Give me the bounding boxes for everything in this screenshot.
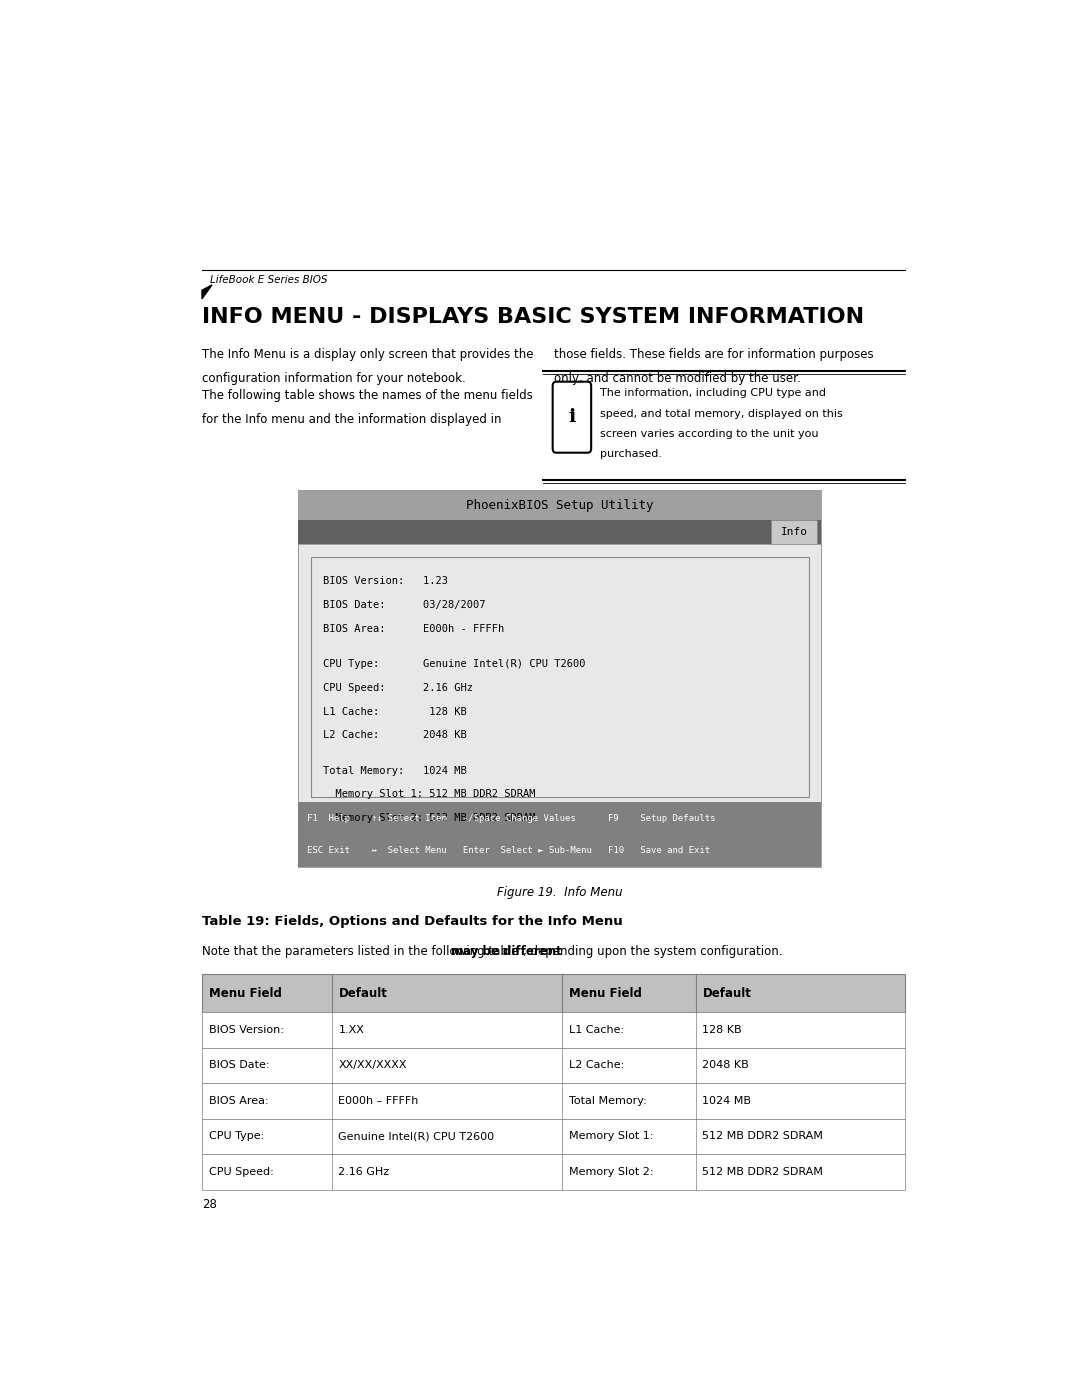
Text: The following table shows the names of the menu fields: The following table shows the names of t… xyxy=(202,390,532,402)
Text: CPU Type:       Genuine Intel(R) CPU T2600: CPU Type: Genuine Intel(R) CPU T2600 xyxy=(323,659,585,669)
Text: Total Memory:   1024 MB: Total Memory: 1024 MB xyxy=(323,766,467,775)
Text: E000h – FFFFh: E000h – FFFFh xyxy=(338,1095,419,1106)
Text: Menu Field: Menu Field xyxy=(568,986,642,1000)
Text: 512 MB DDR2 SDRAM: 512 MB DDR2 SDRAM xyxy=(702,1132,823,1141)
Bar xyxy=(298,490,822,521)
Text: BIOS Version:: BIOS Version: xyxy=(208,1025,284,1035)
Text: Genuine Intel(R) CPU T2600: Genuine Intel(R) CPU T2600 xyxy=(338,1132,495,1141)
Text: L2 Cache:: L2 Cache: xyxy=(568,1060,624,1070)
Bar xyxy=(202,1083,905,1119)
Bar xyxy=(202,1119,905,1154)
Text: Info: Info xyxy=(781,527,808,538)
Text: Memory Slot 2: 512 MB DDR2 SDRAM: Memory Slot 2: 512 MB DDR2 SDRAM xyxy=(323,813,536,823)
Text: may be different: may be different xyxy=(450,946,562,958)
Text: 28: 28 xyxy=(202,1199,217,1211)
Text: BIOS Area:      E000h - FFFFh: BIOS Area: E000h - FFFFh xyxy=(323,623,504,634)
Text: those fields. These fields are for information purposes: those fields. These fields are for infor… xyxy=(554,348,873,362)
Text: Memory Slot 2:: Memory Slot 2: xyxy=(568,1166,653,1176)
Text: The Info Menu is a display only screen that provides the: The Info Menu is a display only screen t… xyxy=(202,348,534,362)
Text: Memory Slot 1: 512 MB DDR2 SDRAM: Memory Slot 1: 512 MB DDR2 SDRAM xyxy=(323,789,536,799)
Text: 512 MB DDR2 SDRAM: 512 MB DDR2 SDRAM xyxy=(702,1166,823,1176)
Bar xyxy=(298,490,822,866)
Text: Default: Default xyxy=(338,986,388,1000)
Text: 2.16 GHz: 2.16 GHz xyxy=(338,1166,390,1176)
Bar xyxy=(202,975,905,1011)
Text: Total Memory:: Total Memory: xyxy=(568,1095,646,1106)
Text: Menu Field: Menu Field xyxy=(208,986,282,1000)
Text: , depending upon the system configuration.: , depending upon the system configuratio… xyxy=(523,946,782,958)
Text: F1  Help    ↑↓ Select Item   -/Space Change Values      F9    Setup Defaults: F1 Help ↑↓ Select Item -/Space Change Va… xyxy=(307,814,715,823)
Text: i: i xyxy=(568,408,576,426)
Text: INFO MENU - DISPLAYS BASIC SYSTEM INFORMATION: INFO MENU - DISPLAYS BASIC SYSTEM INFORM… xyxy=(202,307,864,327)
Text: CPU Speed:: CPU Speed: xyxy=(208,1166,273,1176)
Bar xyxy=(771,521,818,545)
Text: CPU Speed:      2.16 GHz: CPU Speed: 2.16 GHz xyxy=(323,683,473,693)
Text: Memory Slot 1:: Memory Slot 1: xyxy=(568,1132,653,1141)
Bar xyxy=(298,802,822,834)
Text: screen varies according to the unit you: screen varies according to the unit you xyxy=(600,429,819,439)
Text: Note that the parameters listed in the following table: Note that the parameters listed in the f… xyxy=(202,946,523,958)
Text: BIOS Date:: BIOS Date: xyxy=(208,1060,269,1070)
Text: 1024 MB: 1024 MB xyxy=(702,1095,752,1106)
Bar xyxy=(298,545,822,802)
Bar xyxy=(202,1048,905,1083)
Text: 128 KB: 128 KB xyxy=(702,1025,742,1035)
Text: speed, and total memory, displayed on this: speed, and total memory, displayed on th… xyxy=(600,408,843,419)
Bar xyxy=(202,1011,905,1048)
Text: configuration information for your notebook.: configuration information for your noteb… xyxy=(202,372,465,386)
Text: BIOS Version:   1.23: BIOS Version: 1.23 xyxy=(323,577,448,587)
Text: XX/XX/XXXX: XX/XX/XXXX xyxy=(338,1060,407,1070)
Text: CPU Type:: CPU Type: xyxy=(208,1132,264,1141)
FancyBboxPatch shape xyxy=(553,381,591,453)
Bar xyxy=(311,557,809,796)
Text: The information, including CPU type and: The information, including CPU type and xyxy=(600,388,826,398)
Text: LifeBook E Series BIOS: LifeBook E Series BIOS xyxy=(211,275,328,285)
Text: 2048 KB: 2048 KB xyxy=(702,1060,750,1070)
Text: 1.XX: 1.XX xyxy=(338,1025,364,1035)
Text: only, and cannot be modified by the user.: only, and cannot be modified by the user… xyxy=(554,372,800,386)
Text: L1 Cache:: L1 Cache: xyxy=(568,1025,623,1035)
Polygon shape xyxy=(202,285,212,299)
Text: L2 Cache:       2048 KB: L2 Cache: 2048 KB xyxy=(323,731,467,740)
Text: Figure 19.  Info Menu: Figure 19. Info Menu xyxy=(497,886,622,900)
Text: BIOS Date:      03/28/2007: BIOS Date: 03/28/2007 xyxy=(323,601,486,610)
Text: Default: Default xyxy=(702,986,752,1000)
Text: L1 Cache:        128 KB: L1 Cache: 128 KB xyxy=(323,707,467,717)
Text: BIOS Area:: BIOS Area: xyxy=(208,1095,268,1106)
Bar xyxy=(298,834,822,866)
Text: PhoenixBIOS Setup Utility: PhoenixBIOS Setup Utility xyxy=(467,499,653,511)
Text: purchased.: purchased. xyxy=(600,450,662,460)
Text: for the Info menu and the information displayed in: for the Info menu and the information di… xyxy=(202,414,501,426)
Bar xyxy=(202,1154,905,1190)
Bar xyxy=(298,521,822,545)
Text: ESC Exit    ↔  Select Menu   Enter  Select ► Sub-Menu   F10   Save and Exit: ESC Exit ↔ Select Menu Enter Select ► Su… xyxy=(307,847,710,855)
Text: Table 19: Fields, Options and Defaults for the Info Menu: Table 19: Fields, Options and Defaults f… xyxy=(202,915,623,928)
